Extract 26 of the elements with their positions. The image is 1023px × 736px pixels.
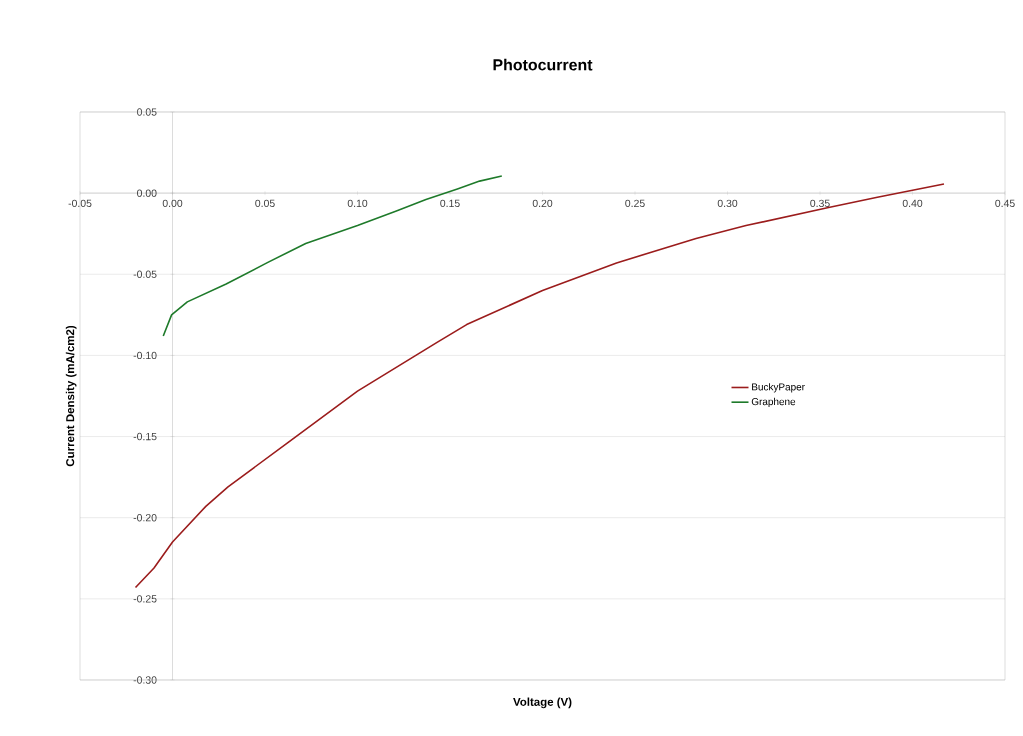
x-tick-label: 0.25	[625, 199, 645, 208]
x-tick-label: 0.15	[440, 199, 460, 208]
x-tick-label: 0.35	[810, 199, 830, 208]
y-axis-title: Current Density (mA/cm2)	[65, 325, 77, 467]
x-tick-label: 0.45	[995, 199, 1015, 208]
x-tick-label: 0.10	[347, 199, 368, 208]
y-tick-label: 0.05	[137, 108, 157, 116]
x-axis-title: Voltage (V)	[513, 697, 572, 709]
y-tick-label: -0.30	[133, 676, 157, 684]
y-tick-label: -0.15	[133, 432, 157, 441]
x-tick-label: 0.00	[162, 199, 183, 208]
y-tick-label: -0.25	[133, 595, 157, 603]
x-tick-label: -0.05	[68, 199, 92, 208]
x-tick-label: 0.30	[717, 199, 738, 208]
x-tick-label: 0.05	[255, 199, 275, 208]
y-tick-label: 0.00	[137, 189, 157, 197]
legend-label: BuckyPaper	[752, 383, 805, 393]
x-tick-label: 0.20	[532, 199, 553, 208]
line-series	[134, 183, 945, 589]
chart-title: Photocurrent	[493, 58, 593, 71]
x-tick-label: 0.40	[902, 199, 923, 208]
y-tick-label: -0.10	[133, 351, 157, 360]
legend-label: Graphene	[751, 397, 796, 408]
y-tick-label: -0.20	[133, 514, 157, 522]
line-series	[162, 175, 503, 337]
y-tick-label: -0.05	[133, 270, 157, 278]
